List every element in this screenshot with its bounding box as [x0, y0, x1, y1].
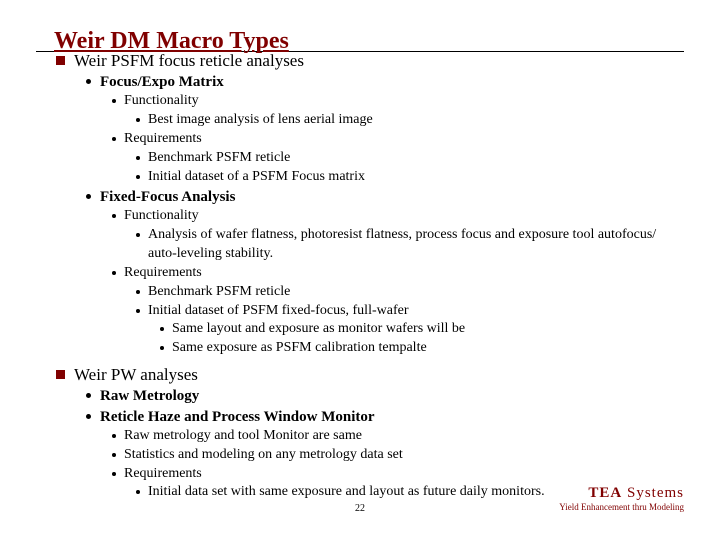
sub-label: Functionality: [124, 93, 199, 108]
leaf: Same exposure as PSFM calibration tempal…: [172, 339, 684, 358]
leaf: Benchmark PSFM reticle: [148, 283, 684, 302]
leaf-label: Analysis of wafer flatness, photoresist …: [148, 227, 656, 261]
section-label: Weir PW analyses: [74, 365, 198, 384]
item-focus-expo: Focus/Expo Matrix Functionality Best ima…: [100, 72, 684, 187]
leaf: Same layout and exposure as monitor wafe…: [172, 320, 684, 339]
sub-label: Functionality: [124, 208, 199, 223]
brand-bold: TEA: [588, 485, 622, 501]
brand-sub: Yield Enhancement thru Modeling: [559, 502, 684, 512]
leaf-label: Same layout and exposure as monitor wafe…: [172, 321, 465, 336]
sub-functionality: Functionality Best image analysis of len…: [124, 92, 684, 130]
footer-brand: TEA Systems Yield Enhancement thru Model…: [559, 485, 684, 512]
item-label: Fixed-Focus Analysis: [100, 189, 235, 205]
leaf-label: Initial dataset of PSFM fixed-focus, ful…: [148, 303, 409, 318]
leaf-label: Initial data set with same exposure and …: [148, 484, 545, 499]
page-number: 22: [355, 503, 365, 514]
leaf: Benchmark PSFM reticle: [148, 149, 684, 168]
leaf: Statistics and modeling on any metrology…: [124, 446, 684, 465]
leaf-label: Best image analysis of lens aerial image: [148, 112, 373, 127]
leaf: Raw metrology and tool Monitor are same: [124, 427, 684, 446]
leaf-label: Initial dataset of a PSFM Focus matrix: [148, 169, 365, 184]
section-pw: Weir PW analyses Raw Metrology Reticle H…: [74, 364, 684, 502]
sub-requirements: Requirements Benchmark PSFM reticle Init…: [124, 130, 684, 187]
sub-label: Requirements: [124, 265, 202, 280]
item-fixed-focus: Fixed-Focus Analysis Functionality Analy…: [100, 187, 684, 358]
section-label: Weir PSFM focus reticle analyses: [74, 51, 304, 70]
sub-label: Requirements: [124, 131, 202, 146]
item-raw-metrology: Raw Metrology: [100, 386, 684, 406]
brand-main: TEA Systems: [559, 485, 684, 502]
item-label: Focus/Expo Matrix: [100, 74, 224, 90]
leaf: Initial dataset of PSFM fixed-focus, ful…: [148, 302, 684, 359]
outline-root: Weir PSFM focus reticle analyses Focus/E…: [74, 50, 684, 502]
section-psfm: Weir PSFM focus reticle analyses Focus/E…: [74, 50, 684, 358]
leaf: Initial dataset of a PSFM Focus matrix: [148, 168, 684, 187]
brand-rest: Systems: [622, 485, 684, 501]
item-label: Raw Metrology: [100, 388, 199, 404]
leaf-label: Benchmark PSFM reticle: [148, 284, 290, 299]
leaf-label: Statistics and modeling on any metrology…: [124, 447, 403, 462]
leaf: Best image analysis of lens aerial image: [148, 111, 684, 130]
item-label: Reticle Haze and Process Window Monitor: [100, 409, 375, 425]
leaf-label: Same exposure as PSFM calibration tempal…: [172, 340, 427, 355]
leaf: Analysis of wafer flatness, photoresist …: [148, 226, 684, 264]
leaf-label: Raw metrology and tool Monitor are same: [124, 428, 362, 443]
leaf-label: Benchmark PSFM reticle: [148, 150, 290, 165]
sub-label: Requirements: [124, 466, 202, 481]
sub-requirements: Requirements Benchmark PSFM reticle Init…: [124, 264, 684, 358]
sub-functionality: Functionality Analysis of wafer flatness…: [124, 207, 684, 264]
